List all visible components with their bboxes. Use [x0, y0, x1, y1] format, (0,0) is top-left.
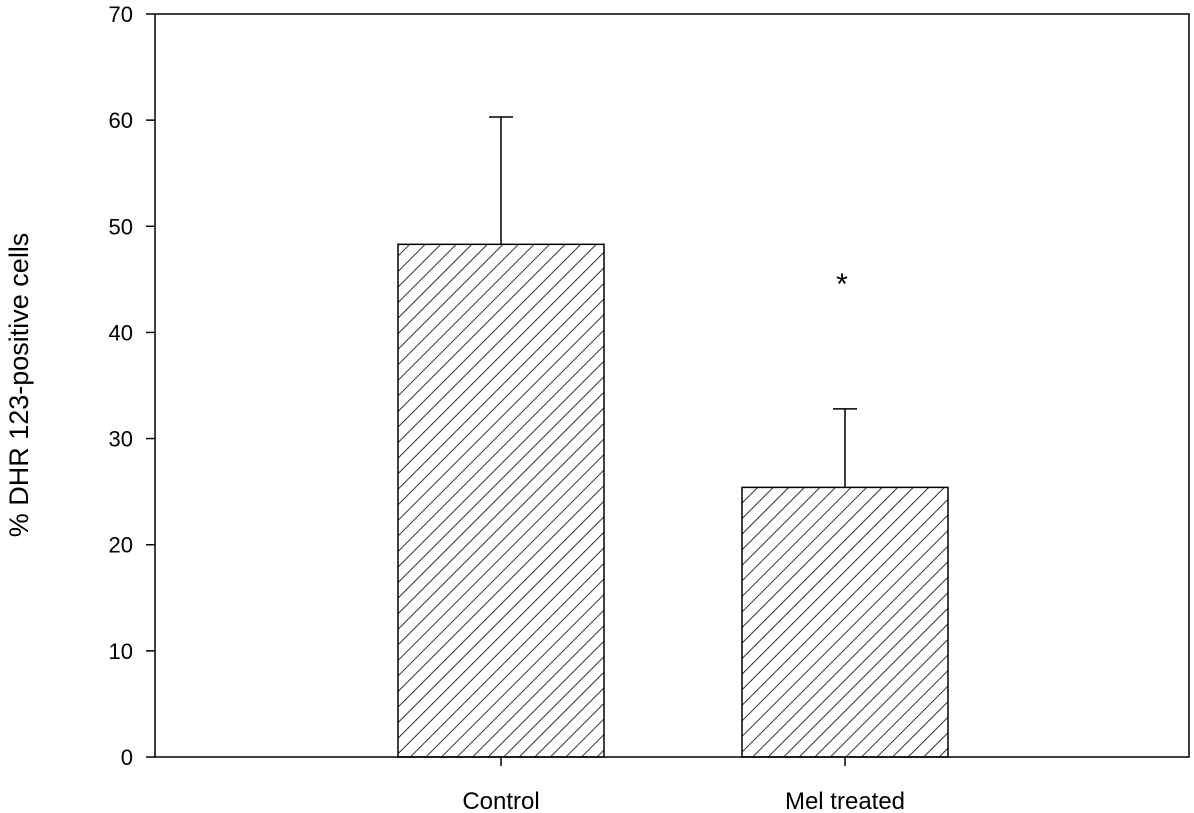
plot-frame [154, 13, 1190, 758]
y-tick-label: 0 [121, 745, 133, 770]
y-tick-label: 10 [109, 639, 133, 664]
y-tick-label: 20 [109, 533, 133, 558]
y-axis-title: % DHR 123-positive cells [4, 233, 34, 538]
y-tick-label: 40 [109, 320, 133, 345]
y-tick-label: 70 [109, 2, 133, 27]
y-tick-label: 60 [109, 108, 133, 133]
significance-asterisk: * [836, 268, 848, 301]
bar [397, 243, 605, 758]
bar [741, 486, 949, 758]
x-tick-label: Mel treated [785, 788, 905, 813]
y-tick-label: 50 [109, 214, 133, 239]
x-tick-label: Control [462, 788, 539, 813]
y-tick-label: 30 [109, 427, 133, 452]
